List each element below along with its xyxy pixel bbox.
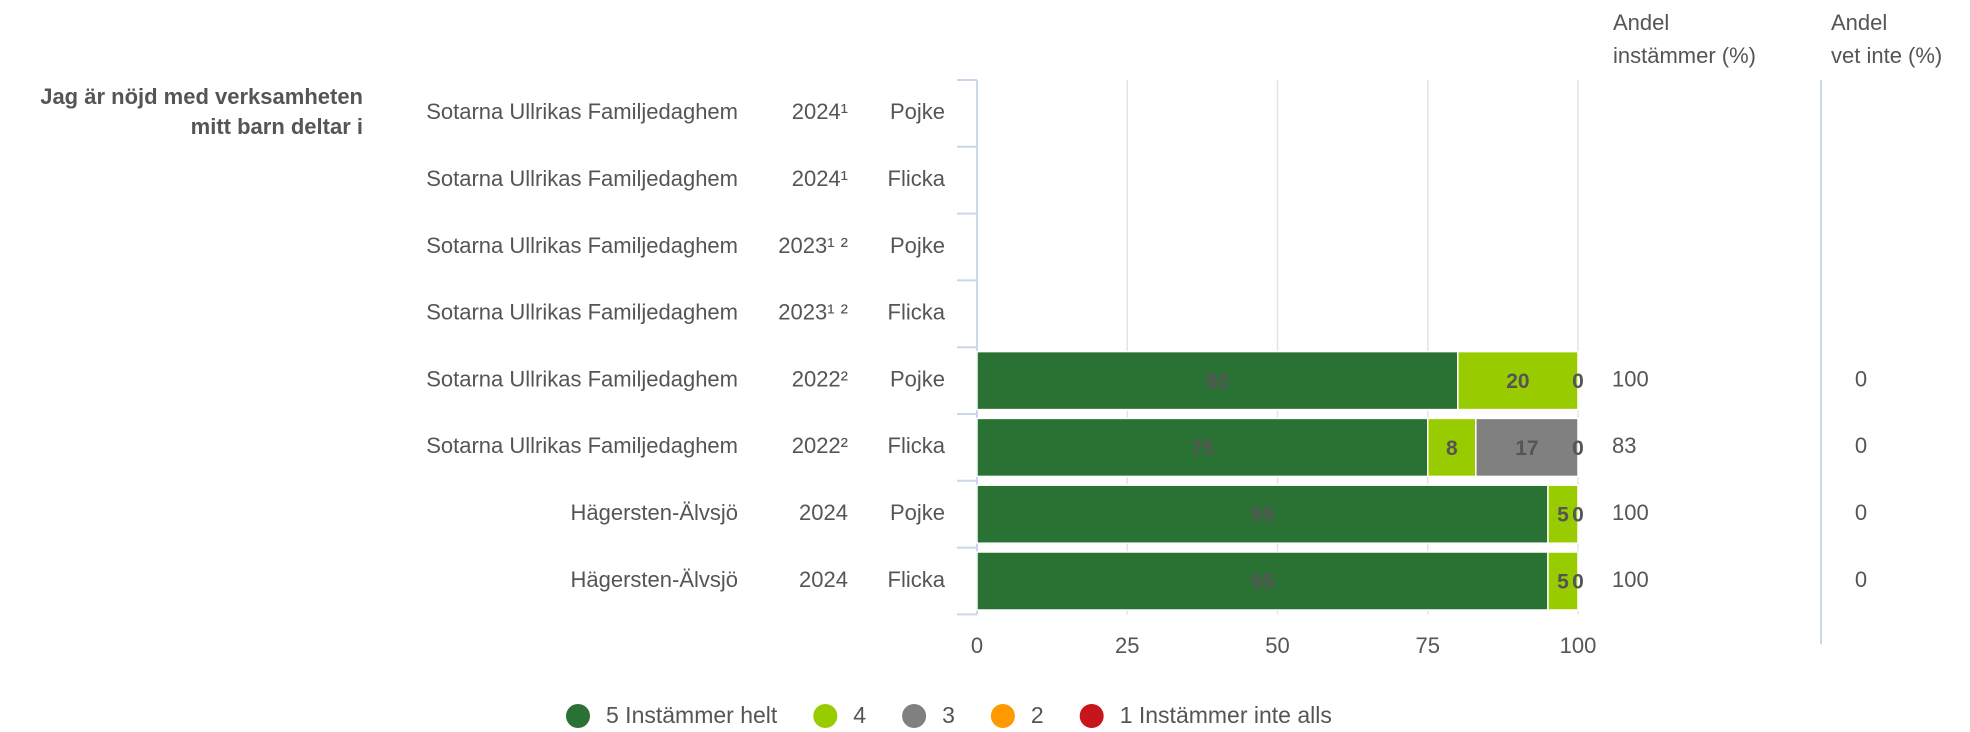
row-group: Flicka — [888, 300, 946, 325]
column-header: instämmer (%) — [1613, 43, 1756, 68]
row-year: 2024¹ — [792, 99, 848, 124]
legend-marker — [813, 704, 838, 728]
row-unit: Hägersten-Älvsjö — [570, 500, 738, 525]
column-value: 0 — [1855, 567, 1867, 592]
data-label: 80 — [1206, 370, 1229, 393]
legend-marker — [566, 704, 590, 728]
data-label: 75 — [1191, 437, 1215, 460]
legend-marker — [1079, 704, 1104, 728]
legend-label: 3 — [942, 702, 955, 728]
row-unit: Sotarna Ullrikas Familjedaghem — [426, 99, 738, 124]
row-year: 2024¹ — [792, 166, 848, 191]
row-group: Pojke — [890, 99, 945, 124]
row-year: 2024 — [799, 567, 848, 592]
bar-segment — [976, 484, 1549, 544]
column-value: 0 — [1855, 366, 1867, 391]
row-group: Flicka — [888, 166, 946, 191]
row-year: 2024 — [799, 500, 848, 525]
row-unit: Hägersten-Älvsjö — [570, 567, 738, 592]
bar-segment — [1475, 417, 1579, 478]
row-unit: Sotarna Ullrikas Familjedaghem — [426, 433, 738, 458]
row-unit: Sotarna Ullrikas Familjedaghem — [426, 166, 738, 191]
question-label: Jag är nöjd med verksamheten — [40, 84, 363, 109]
column-value: 83 — [1612, 433, 1636, 458]
row-group: Pojke — [890, 233, 945, 258]
x-tick-label: 25 — [1115, 633, 1139, 658]
column-value: 0 — [1855, 500, 1867, 525]
question-label: mitt barn deltar i — [191, 114, 363, 139]
legend-label: 2 — [1031, 702, 1044, 728]
column-header: Andel — [1613, 10, 1669, 35]
row-unit: Sotarna Ullrikas Familjedaghem — [426, 233, 738, 258]
data-label: 95 — [1251, 504, 1275, 527]
data-label: 95 — [1251, 571, 1275, 594]
legend-marker — [990, 704, 1015, 728]
x-tick-label: 50 — [1265, 633, 1289, 658]
row-group: Flicka — [888, 567, 946, 592]
column-value: 0 — [1855, 433, 1867, 458]
data-label: 0 — [1572, 437, 1584, 460]
row-group: Pojke — [890, 366, 945, 391]
row-unit: Sotarna Ullrikas Familjedaghem — [426, 366, 738, 391]
legend-label: 5 Instämmer helt — [606, 702, 778, 728]
bar-segment — [976, 551, 1549, 611]
row-year: 2022² — [792, 433, 848, 458]
x-tick-label: 100 — [1560, 633, 1597, 658]
column-header: Andel — [1831, 10, 1887, 35]
bar-segment — [1547, 484, 1579, 544]
row-year: 2023¹ ² — [778, 233, 848, 258]
x-tick-label: 0 — [971, 633, 983, 658]
column-value: 100 — [1612, 567, 1649, 592]
bar-segment — [976, 417, 1429, 478]
row-year: 2022² — [792, 366, 848, 391]
data-label: 0 — [1572, 370, 1584, 393]
column-value: 100 — [1612, 500, 1649, 525]
bar-segment — [1457, 350, 1579, 411]
x-tick-label: 75 — [1416, 633, 1440, 658]
legend-marker — [902, 704, 927, 728]
data-label: 5 — [1557, 504, 1569, 527]
data-label: 17 — [1515, 437, 1538, 460]
column-value: 100 — [1612, 366, 1649, 391]
legend-label: 4 — [853, 702, 866, 728]
row-year: 2023¹ ² — [778, 300, 848, 325]
data-label: 8 — [1446, 437, 1458, 460]
data-label: 5 — [1557, 571, 1569, 594]
row-group: Flicka — [888, 433, 946, 458]
row-group: Pojke — [890, 500, 945, 525]
data-label: 0 — [1572, 571, 1584, 594]
row-unit: Sotarna Ullrikas Familjedaghem — [426, 300, 738, 325]
data-label: 0 — [1572, 504, 1584, 527]
bar-segment — [1547, 551, 1579, 611]
legend-label: 1 Instämmer inte alls — [1120, 702, 1332, 728]
column-header: vet inte (%) — [1831, 43, 1942, 68]
data-label: 20 — [1506, 370, 1529, 393]
